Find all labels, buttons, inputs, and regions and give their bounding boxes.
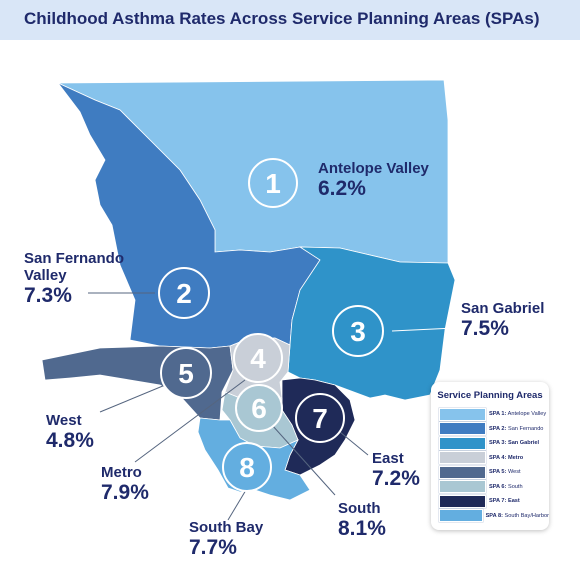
legend-area-name: East: [507, 498, 520, 505]
area-rate: 7.9%: [101, 481, 149, 504]
legend-item: SPA 4: Metro: [439, 451, 549, 466]
legend-item: SPA 3: San Gabriel: [439, 436, 549, 451]
legend-area-name: South: [507, 483, 523, 490]
legend-label: SPA 6: South: [489, 484, 523, 490]
legend-item: SPA 1: Antelope Valley: [439, 407, 549, 422]
leader-line-spa7: [339, 431, 369, 456]
legend-code: SPA 6:: [489, 483, 507, 490]
area-rate: 8.1%: [338, 517, 386, 540]
legend-area-name: San Gabriel: [507, 440, 540, 447]
leader-line-spa5: [99, 382, 171, 413]
area-name: South Bay: [189, 519, 264, 536]
legend-swatch: [439, 451, 486, 465]
area-rate: 7.5%: [461, 317, 509, 340]
area-name: South: [338, 500, 381, 517]
legend-label: SPA 3: San Gabriel: [489, 440, 539, 446]
leader-line-spa6: [271, 424, 336, 496]
label-spa3: San Gabriel 7.5%: [461, 300, 544, 340]
legend-area-name: West: [507, 469, 521, 476]
title-banner: Childhood Asthma Rates Across Service Pl…: [0, 0, 580, 40]
badge-number: 2: [176, 278, 192, 309]
legend-area-name: San Fernando: [507, 425, 544, 432]
legend-code: SPA 1:: [489, 411, 507, 418]
label-spa8: South Bay 7.7%: [189, 519, 263, 559]
legend-swatch: [439, 494, 486, 508]
legend-label: SPA 5: West: [489, 469, 521, 475]
area-rate: 7.7%: [189, 536, 237, 559]
area-rate: 7.2%: [372, 467, 420, 490]
legend-code: SPA 7:: [489, 498, 507, 505]
badge-number: 8: [239, 452, 255, 483]
badge-spa5: 5: [160, 347, 212, 399]
area-name: Antelope Valley: [318, 160, 429, 177]
leader-line-spa4: [134, 379, 246, 463]
legend-label: SPA 4: Metro: [489, 455, 523, 461]
legend-item: SPA 6: South: [439, 480, 549, 495]
label-spa5: West 4.8%: [46, 412, 94, 452]
legend-swatch: [439, 422, 486, 436]
label-spa1: Antelope Valley 6.2%: [318, 160, 429, 200]
legend-area-name: South Bay/Harbor: [504, 512, 549, 519]
badge-spa7: 7: [295, 393, 345, 443]
legend-swatch: [439, 509, 483, 523]
badge-number: 6: [251, 393, 267, 424]
legend-swatch: [439, 436, 486, 450]
leader-line-spa3: [391, 327, 456, 332]
legend-label: SPA 8: South Bay/Harbor: [486, 513, 549, 519]
label-spa6: South 8.1%: [338, 500, 386, 540]
legend-swatch: [439, 465, 486, 479]
label-spa2: San Fernando Valley 7.3%: [24, 250, 124, 307]
area-name: San Gabriel: [461, 300, 545, 317]
label-spa7: East 7.2%: [372, 450, 420, 490]
spa3-region: [287, 246, 456, 401]
legend-item: SPA 5: West: [439, 465, 549, 480]
area-name: West: [46, 412, 82, 429]
area-rate: 4.8%: [46, 429, 94, 452]
badge-number: 1: [265, 168, 281, 199]
legend-label: SPA 1: Antelope Valley: [489, 411, 546, 417]
area-rate: 7.3%: [24, 284, 72, 307]
badge-number: 7: [312, 403, 328, 434]
area-name-line2: Valley: [24, 267, 67, 284]
area-name-line1: San Fernando: [24, 250, 125, 267]
badge-number: 3: [350, 316, 366, 347]
badge-number: 4: [250, 343, 266, 374]
legend: Service Planning Areas SPA 1: Antelope V…: [431, 382, 549, 530]
area-rate: 6.2%: [318, 177, 366, 200]
legend-label: SPA 7: East: [489, 498, 520, 504]
badge-spa4: 4: [233, 333, 283, 383]
legend-item: SPA 8: South Bay/Harbor: [439, 509, 549, 524]
badge-spa8: 8: [222, 442, 272, 492]
legend-area-name: Metro: [507, 454, 524, 461]
legend-swatch: [439, 480, 486, 494]
legend-swatch: [439, 407, 486, 421]
legend-code: SPA 8:: [485, 512, 503, 519]
badge-spa2: 2: [158, 267, 210, 319]
area-name: Metro: [101, 464, 142, 481]
page-title: Childhood Asthma Rates Across Service Pl…: [24, 9, 540, 28]
legend-code: SPA 5:: [489, 469, 507, 476]
legend-area-name: Antelope Valley: [507, 411, 547, 418]
label-spa4: Metro 7.9%: [101, 464, 149, 504]
badge-spa6: 6: [235, 384, 283, 432]
legend-item: SPA 7: East: [439, 494, 549, 509]
badge-spa3: 3: [332, 305, 384, 357]
legend-title: Service Planning Areas: [437, 390, 543, 401]
leader-line-spa8: [227, 489, 247, 521]
legend-code: SPA 4:: [489, 454, 507, 461]
area-name: East: [372, 450, 404, 467]
legend-code: SPA 3:: [489, 440, 507, 447]
legend-code: SPA 2:: [489, 425, 507, 432]
legend-item: SPA 2: San Fernando: [439, 422, 549, 437]
legend-label: SPA 2: San Fernando: [489, 426, 543, 432]
badge-spa1: 1: [248, 158, 298, 208]
badge-number: 5: [178, 358, 194, 389]
